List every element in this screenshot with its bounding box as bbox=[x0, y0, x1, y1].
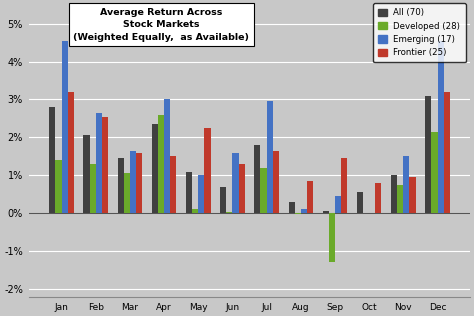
Bar bbox=[301, 210, 307, 213]
Bar bbox=[444, 92, 450, 213]
Bar bbox=[255, 145, 261, 213]
Bar bbox=[198, 175, 204, 213]
Text: Average Return Across
Stock Markets
(Weighted Equally,  as Available): Average Return Across Stock Markets (Wei… bbox=[73, 8, 249, 42]
Bar bbox=[136, 153, 142, 213]
Legend: All (70), Developed (28), Emerging (17), Frontier (25): All (70), Developed (28), Emerging (17),… bbox=[373, 3, 465, 63]
Bar bbox=[226, 212, 232, 213]
Bar bbox=[261, 168, 267, 213]
Bar bbox=[295, 213, 301, 214]
Bar bbox=[238, 164, 245, 213]
Bar bbox=[90, 164, 96, 213]
Bar bbox=[375, 183, 382, 213]
Bar bbox=[410, 177, 416, 213]
Bar bbox=[289, 202, 295, 213]
Bar bbox=[49, 107, 55, 213]
Bar bbox=[62, 41, 68, 213]
Bar bbox=[186, 172, 192, 213]
Bar bbox=[96, 113, 102, 213]
Bar bbox=[341, 158, 347, 213]
Bar bbox=[192, 210, 198, 213]
Bar bbox=[83, 136, 90, 213]
Bar bbox=[152, 124, 158, 213]
Bar bbox=[438, 41, 444, 213]
Bar bbox=[397, 185, 403, 213]
Bar bbox=[323, 211, 329, 213]
Bar bbox=[158, 115, 164, 213]
Bar bbox=[335, 196, 341, 213]
Bar bbox=[130, 151, 136, 213]
Bar bbox=[232, 153, 238, 213]
Bar bbox=[68, 92, 74, 213]
Bar bbox=[431, 132, 438, 213]
Bar bbox=[273, 151, 279, 213]
Bar bbox=[391, 175, 397, 213]
Bar bbox=[403, 156, 410, 213]
Bar bbox=[118, 158, 124, 213]
Bar bbox=[267, 101, 273, 213]
Bar bbox=[55, 160, 62, 213]
Bar bbox=[425, 96, 431, 213]
Bar bbox=[170, 156, 176, 213]
Bar bbox=[307, 181, 313, 213]
Bar bbox=[102, 117, 108, 213]
Bar bbox=[329, 213, 335, 263]
Bar bbox=[204, 128, 210, 213]
Bar bbox=[357, 192, 363, 213]
Bar bbox=[164, 100, 170, 213]
Bar bbox=[220, 187, 226, 213]
Bar bbox=[124, 173, 130, 213]
